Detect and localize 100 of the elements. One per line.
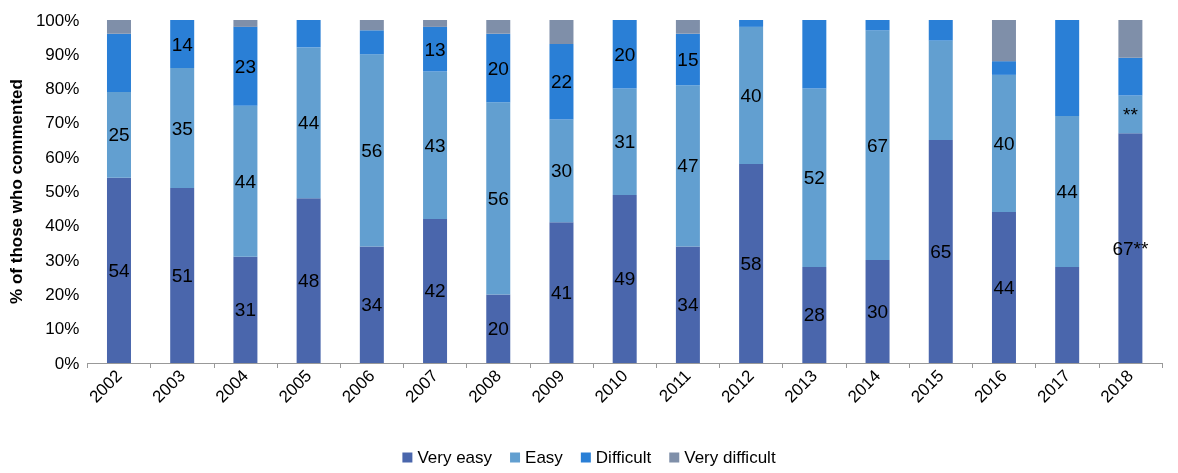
- data-label: 43: [424, 134, 446, 156]
- bar: [106, 177, 131, 363]
- bar: [991, 20, 1016, 62]
- y-tick-label: 30%: [45, 250, 80, 270]
- bar: [233, 256, 258, 363]
- data-label: 48: [298, 270, 320, 292]
- legend-label: Very easy: [417, 448, 493, 467]
- bar: [359, 246, 384, 363]
- data-label: 31: [614, 131, 636, 153]
- bar: [675, 246, 700, 363]
- bar: [359, 20, 384, 31]
- y-tick-label: 10%: [45, 319, 80, 339]
- legend-label: Easy: [525, 448, 564, 467]
- data-label: 15: [677, 48, 699, 70]
- data-label: 42: [424, 280, 446, 302]
- bar: [296, 47, 321, 199]
- bar: [1118, 57, 1143, 96]
- bar: [549, 222, 574, 363]
- data-label: 49: [614, 268, 636, 290]
- bar: [802, 266, 827, 363]
- bar: [802, 88, 827, 267]
- data-label: 23: [234, 55, 256, 77]
- bar: [106, 92, 131, 178]
- y-tick-label: 60%: [45, 147, 80, 167]
- bar: [549, 119, 574, 223]
- bar: [739, 26, 764, 165]
- bar: [233, 20, 258, 27]
- data-label: 44: [1056, 181, 1079, 202]
- bar: [170, 188, 195, 363]
- y-tick-label: 40%: [45, 216, 80, 236]
- data-label: 35: [171, 117, 193, 139]
- data-label: 40: [993, 132, 1015, 154]
- bar: [991, 74, 1016, 213]
- data-label: 34: [361, 294, 383, 316]
- data-label: 41: [550, 282, 573, 304]
- bar: [170, 68, 195, 189]
- bar: [612, 194, 637, 363]
- legend-label: Very difficult: [684, 448, 776, 467]
- data-label: 58: [740, 253, 762, 275]
- bar: [675, 85, 700, 247]
- data-label: 34: [677, 294, 699, 316]
- bar: [991, 61, 1016, 75]
- bar: [486, 33, 511, 103]
- data-label: 47: [677, 155, 699, 177]
- data-label: 54: [108, 259, 130, 281]
- bar: [486, 102, 511, 295]
- bar: [423, 218, 448, 363]
- data-label: 20: [614, 43, 636, 65]
- bar: [296, 198, 321, 363]
- bar: [928, 140, 953, 363]
- data-label: 13: [424, 38, 446, 60]
- data-label: 28: [803, 304, 825, 326]
- data-label: 44: [298, 112, 320, 134]
- data-label: **: [1123, 103, 1139, 125]
- bar: [612, 20, 637, 89]
- bar: [1118, 20, 1143, 58]
- data-label: 56: [361, 139, 383, 161]
- bar: [928, 20, 953, 41]
- bar: [106, 33, 131, 93]
- bar: [675, 20, 700, 34]
- bar: [486, 294, 511, 363]
- bar: [549, 20, 574, 45]
- data-label: 31: [234, 299, 256, 321]
- y-tick-label: 70%: [45, 113, 80, 133]
- data-label: 44: [993, 277, 1015, 299]
- y-tick-label: 100%: [35, 10, 80, 30]
- data-label: 20: [487, 318, 509, 340]
- bar: [233, 105, 258, 257]
- data-label: 14: [171, 33, 194, 55]
- data-label: 20: [487, 57, 509, 79]
- data-label: 44: [234, 170, 257, 192]
- data-label: 22: [550, 71, 573, 93]
- bar: [233, 26, 258, 106]
- data-label: 51: [171, 265, 193, 287]
- bar: [296, 20, 321, 48]
- bar: [739, 164, 764, 363]
- bar: [865, 30, 890, 261]
- bar: [486, 20, 511, 34]
- y-axis-title: % of those who commented: [7, 79, 26, 304]
- y-tick-label: 20%: [45, 284, 80, 304]
- data-label: 25: [108, 124, 130, 146]
- data-label: 30: [550, 160, 573, 182]
- y-tick-label: 80%: [45, 79, 80, 99]
- data-label: 40: [740, 84, 762, 106]
- legend-label: Difficult: [595, 448, 652, 467]
- bar: [549, 44, 574, 120]
- bar: [928, 40, 953, 141]
- bar: [106, 20, 131, 34]
- bar: [865, 20, 890, 31]
- data-label: 65: [930, 241, 952, 263]
- bar: [1055, 116, 1080, 267]
- bar: [359, 54, 384, 247]
- bar: [991, 212, 1016, 363]
- bar: [1118, 95, 1143, 134]
- data-label: 67: [866, 134, 889, 156]
- bar: [1055, 266, 1080, 363]
- bar: [802, 20, 827, 89]
- bar: [1055, 20, 1080, 117]
- bar: [359, 30, 384, 55]
- bar: [739, 20, 764, 27]
